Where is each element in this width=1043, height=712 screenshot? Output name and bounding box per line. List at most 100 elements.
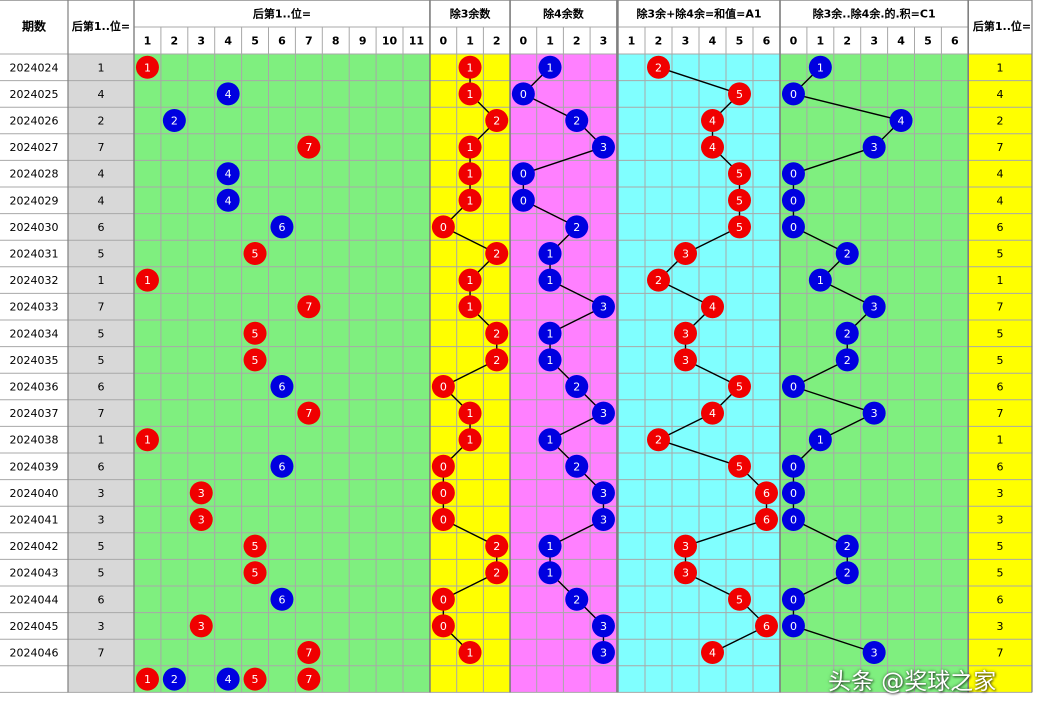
ball-main: [135, 268, 159, 292]
ball-mod3-label: 1: [467, 434, 474, 447]
column-label-c1: 5: [924, 35, 932, 48]
ball-mod3: [485, 109, 509, 132]
right-value-label: 5: [997, 248, 1004, 261]
header-section-mod4: 除4余数: [543, 7, 585, 21]
value-label: 5: [98, 248, 105, 261]
ball-main: [243, 321, 267, 345]
ball-mod4-label: 3: [600, 620, 607, 633]
period-label: 2024046: [10, 647, 59, 660]
ball-mod3-label: 0: [440, 593, 447, 606]
ball-main-label: 7: [305, 301, 312, 314]
ball-c1: [781, 454, 805, 478]
right-value-label: 5: [997, 327, 1004, 340]
column-label-c1: 4: [897, 35, 905, 48]
right-value-label: 6: [997, 381, 1004, 394]
ball-mod4: [538, 242, 562, 265]
ball-a1-label: 5: [736, 381, 743, 394]
ball-c1-label: 2: [844, 327, 851, 340]
ball-a1: [755, 508, 778, 531]
ball-a1-label: 3: [682, 327, 689, 340]
period-label: 2024028: [10, 168, 59, 181]
ball-mod4: [538, 534, 562, 558]
ball-main: [270, 375, 294, 398]
value-label: 6: [98, 593, 105, 606]
period-label: 2024040: [10, 487, 59, 500]
ball-main: [297, 135, 321, 159]
column-label-a1: 1: [628, 35, 636, 48]
ball-c1: [862, 295, 886, 319]
ball-c1-label: 0: [790, 593, 797, 606]
ball-c1-label: 0: [790, 620, 797, 633]
ball-mod3-label: 0: [440, 487, 447, 500]
column-label-a1: 2: [655, 35, 663, 48]
ball-a1: [674, 561, 697, 585]
ball-c1-label: 1: [817, 61, 824, 74]
value-label: 7: [98, 301, 105, 314]
column-label-mod4: 3: [600, 35, 608, 48]
column-label-main: 6: [278, 35, 286, 48]
ball-main: [135, 428, 159, 452]
ball-a1-label: 5: [736, 168, 743, 181]
ball-mod3-label: 1: [467, 194, 474, 207]
period-label: 2024031: [10, 248, 59, 261]
header-period: 期数: [22, 19, 47, 34]
value-label: 1: [98, 274, 105, 287]
ball-c1-label: 0: [790, 88, 797, 101]
ball-c1: [862, 641, 886, 664]
column-label-mod4: 0: [520, 35, 528, 48]
ball-mod3-label: 1: [467, 141, 474, 154]
header-right: 后第1..位=: [973, 19, 1031, 33]
ball-main-label: 4: [225, 88, 232, 101]
period-label: 2024027: [10, 141, 59, 154]
right-value-label: 4: [997, 194, 1004, 207]
ball-mod3: [485, 534, 509, 558]
ball-mod4-label: 1: [547, 434, 554, 447]
ball-summary-label: 5: [252, 673, 259, 686]
ball-mod4-label: 3: [600, 647, 607, 660]
value-label: 5: [98, 540, 105, 553]
ball-a1-label: 5: [736, 221, 743, 234]
ball-c1-label: 2: [844, 567, 851, 580]
ball-mod3-label: 0: [440, 514, 447, 527]
ball-a1-label: 3: [682, 248, 689, 261]
ball-mod3: [458, 135, 482, 159]
ball-mod4-label: 1: [547, 567, 554, 580]
trend-line-mod4: [523, 146, 604, 175]
column-label-mod3: 2: [493, 35, 501, 48]
ball-mod4: [591, 295, 615, 319]
ball-a1: [728, 375, 751, 398]
ball-mod3-label: 1: [467, 301, 474, 314]
ball-mod4-label: 3: [600, 301, 607, 314]
ball-summary-label: 4: [225, 673, 232, 686]
ball-a1-label: 6: [763, 487, 770, 500]
header-section-c1: 除3余..除4余.的.积=C1: [813, 7, 936, 21]
ball-summary-label: 7: [305, 673, 312, 686]
ball-mod3: [458, 401, 482, 425]
ball-main-label: 3: [198, 620, 205, 633]
ball-a1: [728, 188, 751, 212]
ball-c1-label: 2: [844, 354, 851, 367]
ball-c1: [808, 428, 832, 452]
ball-a1-label: 4: [709, 647, 716, 660]
period-label: 2024039: [10, 460, 59, 473]
ball-mod3: [485, 321, 509, 345]
period-label: 2024032: [10, 274, 59, 287]
value-label: 4: [98, 88, 105, 101]
ball-mod4: [538, 55, 562, 79]
ball-mod4-label: 2: [573, 115, 580, 128]
period-label: 2024035: [10, 354, 59, 367]
ball-a1-label: 5: [736, 593, 743, 606]
ball-main: [189, 481, 213, 505]
ball-main-label: 5: [252, 248, 259, 261]
column-label-main: 11: [409, 35, 424, 48]
right-value-label: 5: [997, 567, 1004, 580]
ball-mod4-label: 2: [573, 460, 580, 473]
ball-main: [216, 162, 240, 186]
ball-mod3: [458, 295, 482, 319]
ball-mod4: [565, 109, 589, 132]
ball-a1: [701, 135, 724, 159]
ball-mod4-label: 2: [573, 593, 580, 606]
ball-a1-label: 3: [682, 567, 689, 580]
ball-main: [162, 109, 186, 132]
